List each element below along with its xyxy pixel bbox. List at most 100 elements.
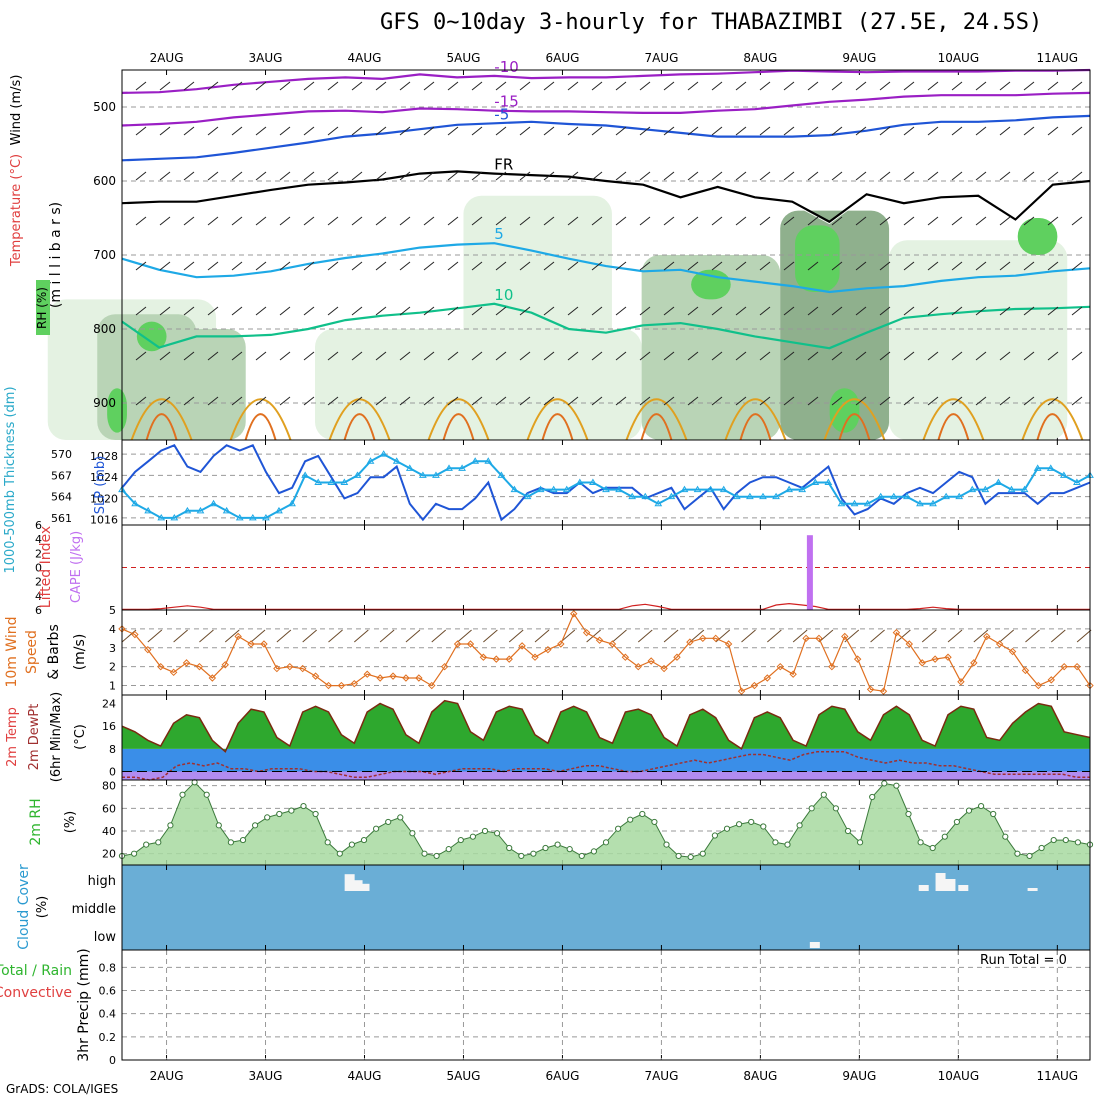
wind-barb xyxy=(183,396,195,406)
cloud-layer-label: middle xyxy=(72,902,116,917)
wind-barb xyxy=(735,126,747,136)
wind-barb xyxy=(255,261,267,271)
rh-marker xyxy=(566,846,573,853)
wind-barb xyxy=(447,351,459,361)
wind-barb xyxy=(1047,396,1059,406)
wind-barb xyxy=(855,171,867,181)
wind-barb xyxy=(255,81,267,91)
isotherm-15-loop xyxy=(724,398,787,441)
y-tick-label: 0 xyxy=(109,766,116,779)
rh-legend-swatch xyxy=(36,280,50,335)
wind-barb xyxy=(375,396,387,406)
wind-barb xyxy=(615,306,627,316)
wind-barb xyxy=(183,216,195,226)
wind-barb xyxy=(375,351,387,361)
wind-barb xyxy=(543,396,555,406)
wind-barb xyxy=(567,126,579,136)
isotherm-15-loop xyxy=(625,398,688,441)
wind-barb xyxy=(353,629,369,643)
wind-barb xyxy=(303,261,315,271)
wind-barb xyxy=(1047,351,1059,361)
wind-barb xyxy=(639,351,651,361)
wind-barb xyxy=(879,216,891,226)
wind-marker xyxy=(957,678,965,686)
isotherm-15-loop xyxy=(1021,398,1084,441)
rh-fill xyxy=(122,782,1090,865)
rh-marker xyxy=(312,810,319,818)
thickness-marker xyxy=(955,492,964,500)
wind-barb xyxy=(711,81,723,91)
wind-barb xyxy=(471,396,483,406)
thickness-marker xyxy=(235,513,244,521)
wind-barb xyxy=(735,306,747,316)
wind-barb xyxy=(327,126,339,136)
wind-marker xyxy=(1060,662,1068,671)
wind-barb xyxy=(327,216,339,226)
wind-marker xyxy=(505,655,513,663)
wind-marker xyxy=(737,687,746,695)
thickness-marker xyxy=(798,485,807,493)
isotherm-15-loop xyxy=(130,398,193,441)
wind-barb xyxy=(399,261,411,271)
wind-barb xyxy=(689,629,705,643)
wind-barb xyxy=(1023,351,1035,361)
wind-barb xyxy=(870,629,885,643)
wind-barb xyxy=(543,81,555,91)
x-tick-label-bottom: 9AUG xyxy=(842,1069,876,1083)
rh-marker xyxy=(711,832,719,839)
wind-barb xyxy=(975,81,987,91)
wind-barb xyxy=(951,216,963,226)
isotherm-15-loop xyxy=(922,398,985,441)
wind-barb xyxy=(783,261,795,271)
wind-barb xyxy=(792,629,808,643)
wind-barb xyxy=(759,126,771,136)
wind-barb xyxy=(351,81,363,91)
y-tick-label: 6 xyxy=(35,519,42,532)
wind-barb xyxy=(207,261,219,271)
wind-barb xyxy=(255,171,267,181)
cloud-bar xyxy=(359,883,370,891)
rh-marker xyxy=(179,791,186,798)
cloud-bar xyxy=(935,873,946,891)
temp-fill xyxy=(122,700,1090,752)
wind-barb xyxy=(543,126,555,136)
wind-marker xyxy=(182,659,191,667)
rh-marker xyxy=(820,791,827,798)
rh-marker xyxy=(252,822,259,829)
y-tick-label: 80 xyxy=(102,780,116,793)
thickness-marker xyxy=(536,485,545,493)
upper-wind-barbs xyxy=(135,81,1083,406)
wind-marker xyxy=(983,632,991,641)
wind-marker xyxy=(892,628,901,637)
wind-barb xyxy=(687,396,699,406)
wind-barb xyxy=(927,261,939,271)
wind-marker xyxy=(763,674,772,682)
wind-barb xyxy=(495,351,507,361)
thickness-marker xyxy=(772,492,780,500)
rh-marker xyxy=(469,833,476,840)
wind-marker xyxy=(440,662,449,671)
rh-marker xyxy=(857,839,864,846)
wind-barb xyxy=(159,171,171,181)
wind-barb xyxy=(759,261,771,271)
wind-barb xyxy=(303,216,315,226)
wind-barb xyxy=(508,629,524,643)
rh-marker xyxy=(953,818,961,826)
wind-barb xyxy=(543,351,555,361)
wind-barb xyxy=(973,629,989,643)
wind-marker xyxy=(195,662,204,671)
isotherm-20-loop xyxy=(244,413,277,441)
wind-barb xyxy=(951,306,963,316)
wind-barb xyxy=(711,396,723,406)
wind-barb xyxy=(471,126,483,136)
wind-barb xyxy=(447,396,459,406)
wind-barb xyxy=(1023,306,1035,316)
axis-label: 2m Temp xyxy=(5,707,20,767)
wind-barb xyxy=(399,351,411,361)
wind-marker xyxy=(466,640,475,648)
wind-barb xyxy=(879,261,891,271)
rh-marker xyxy=(808,805,815,812)
axis-label-secondary: SLP (mb) xyxy=(93,456,108,515)
rh-marker xyxy=(239,836,247,844)
wind-marker xyxy=(931,655,939,663)
